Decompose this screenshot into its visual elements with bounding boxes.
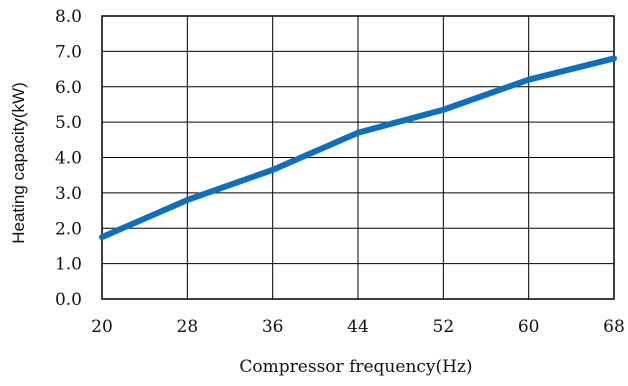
y-tick-label: 7.0: [55, 42, 82, 62]
y-tick-label: 3.0: [55, 184, 82, 204]
series-layer: [99, 55, 617, 241]
series-line-1: [99, 55, 617, 241]
y-tick-label: 5.0: [55, 113, 82, 133]
y-tick-label: 4.0: [55, 149, 82, 169]
y-tick-label: 1.0: [55, 255, 82, 275]
x-tick-label: 44: [347, 317, 369, 337]
x-tick-label: 60: [518, 317, 540, 337]
x-tick-label: 20: [91, 317, 113, 337]
x-tick-label: 68: [603, 317, 625, 337]
y-tick-label: 8.0: [55, 7, 82, 27]
plot-frame: [101, 15, 615, 300]
y-axis-title: Heating capacity(kW): [9, 82, 28, 244]
x-tick-label: 36: [262, 317, 284, 337]
x-axis-title: Compressor frequency(Hz): [239, 357, 472, 377]
label-layer: 0.0 1.0 2.0 3.0 4.0 5.0 6.0 7.0 8.0 20 28 36 44 52 60 6…: [55, 7, 625, 337]
y-tick-label: 6.0: [55, 78, 82, 98]
y-tick-label: 2.0: [55, 219, 82, 239]
grid-layer: [102, 16, 614, 299]
x-tick-label: 52: [433, 317, 455, 337]
axis-layer: [101, 15, 615, 300]
x-tick-label: 28: [177, 317, 199, 337]
y-tick-label: 0.0: [55, 290, 82, 310]
